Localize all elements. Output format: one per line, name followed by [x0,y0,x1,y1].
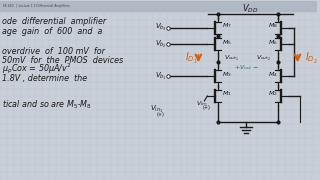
Text: $M_3$: $M_3$ [222,70,232,79]
Text: ode  differential  amplifier: ode differential amplifier [2,17,106,26]
Text: $V_{b_2}$: $V_{b_2}$ [155,39,167,50]
Text: $M_6$: $M_6$ [268,38,278,47]
Text: $+V_{out}-$: $+V_{out}-$ [234,63,258,72]
Text: age  gain  of  600  and  a: age gain of 600 and a [2,27,102,36]
Text: $V_{out_1}$: $V_{out_1}$ [224,53,239,63]
Text: $V_{in_1}$: $V_{in_1}$ [150,104,163,115]
Text: $V_{out_2}$: $V_{out_2}$ [256,53,271,63]
Text: EE 460  |  Lecture 1.3 Differential Amplifiers: EE 460 | Lecture 1.3 Differential Amplif… [3,4,70,8]
Text: tical and so are M$_5$-M$_8$: tical and so are M$_5$-M$_8$ [2,99,92,111]
Text: $M_7$: $M_7$ [222,21,232,30]
Text: $M_2$: $M_2$ [268,90,277,98]
Text: overdrive  of  100 mV  for: overdrive of 100 mV for [2,47,105,56]
Text: $\mu_p$Cox = 50$\mu$A/v$^2$: $\mu_p$Cox = 50$\mu$A/v$^2$ [2,62,71,76]
Text: $\mathit{I}_{D_1}$: $\mathit{I}_{D_1}$ [185,51,198,66]
Text: 50mV  for  the  PMOS  devices: 50mV for the PMOS devices [2,56,123,65]
Text: $M_5$: $M_5$ [222,38,232,47]
Bar [0,1,317,11]
Text: $V_{b_3}$: $V_{b_3}$ [155,22,167,33]
Text: $\mathit{I}_{D_2}$: $\mathit{I}_{D_2}$ [306,51,318,66]
Text: (+): (+) [157,112,164,117]
Text: 1.8V , determine  the: 1.8V , determine the [2,74,87,83]
Text: (+): (+) [202,105,210,110]
Text: $M_1$: $M_1$ [222,90,232,98]
Text: $V_{in_1}$: $V_{in_1}$ [196,99,208,109]
Text: $V_{DD}$: $V_{DD}$ [242,3,258,15]
Text: $V_{b_1}$: $V_{b_1}$ [155,71,167,82]
Text: $M_8$: $M_8$ [268,21,278,30]
Text: $M_4$: $M_4$ [268,70,278,79]
